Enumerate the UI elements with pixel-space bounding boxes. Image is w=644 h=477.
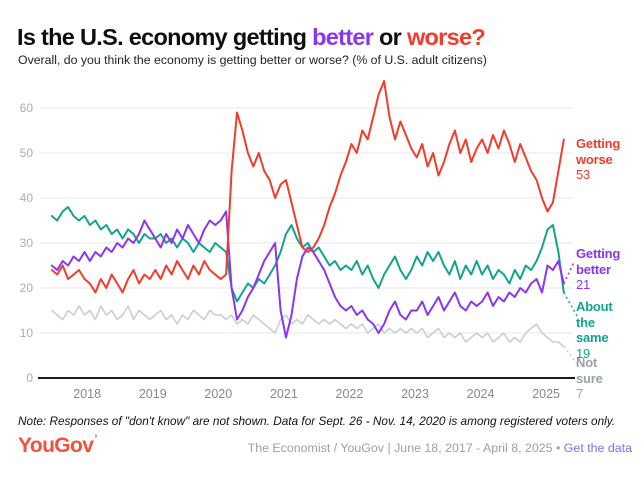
series-label-getting-better: Getting better 21 xyxy=(576,246,642,293)
series-label-line: sure xyxy=(576,370,603,386)
yougov-logo: YouGov’ xyxy=(18,433,98,458)
series-label-line: worse xyxy=(576,151,613,167)
series-label-line: Getting xyxy=(576,246,621,261)
series-label-line: the xyxy=(576,314,595,330)
page-title: Is the U.S. economy getting better or wo… xyxy=(17,23,486,51)
x-tick-label: 2023 xyxy=(401,387,429,401)
footnote: Note: Responses of "don't know" are not … xyxy=(18,414,616,428)
series-line-2 xyxy=(50,206,565,303)
title-better-highlight: better xyxy=(312,23,374,50)
get-the-data-link[interactable]: Get the data xyxy=(563,441,632,455)
x-tick-label: 2019 xyxy=(139,387,167,401)
series-label-line: About xyxy=(576,299,613,314)
y-tick-label: 30 xyxy=(20,236,34,250)
series-label-line: same xyxy=(576,330,609,345)
series-label-about-the-same: About the same 19 xyxy=(576,299,642,361)
y-tick-label: 20 xyxy=(20,281,34,295)
credit-bullet: • xyxy=(556,441,561,455)
title-worse-highlight: worse? xyxy=(406,23,486,50)
series-line-0 xyxy=(50,80,565,294)
x-tick-label: 2021 xyxy=(270,387,298,401)
series-label-getting-worse: Getting worse 53 xyxy=(576,136,642,183)
series-label-line: better xyxy=(576,261,611,277)
x-tick-label: 2022 xyxy=(336,387,364,401)
credit-text: The Economist / YouGov | June 18, 2017 -… xyxy=(247,441,553,455)
title-text-2: or xyxy=(373,23,407,50)
leader-line-1 xyxy=(563,261,575,284)
yougov-logo-mark: ’ xyxy=(94,433,97,445)
title-text-1: Is the U.S. economy getting xyxy=(17,23,313,50)
y-tick-label: 50 xyxy=(20,146,34,160)
x-tick-label: 2024 xyxy=(467,387,495,401)
x-tick-label: 2018 xyxy=(73,387,101,401)
source-credit: The Economist / YouGov | June 18, 2017 -… xyxy=(248,441,632,455)
y-tick-label: 10 xyxy=(20,326,34,340)
series-end-value: 21 xyxy=(576,277,591,292)
series-end-value: 53 xyxy=(576,167,591,182)
series-label-line: Not xyxy=(576,355,598,370)
series-label-line: Getting xyxy=(576,136,621,151)
y-tick-label: 40 xyxy=(20,191,34,205)
y-tick-label: 60 xyxy=(20,101,34,115)
yougov-logo-text: YouGov xyxy=(18,434,94,457)
y-tick-label: 0 xyxy=(26,371,33,385)
series-end-value: 7 xyxy=(576,386,584,401)
series-line-3 xyxy=(50,305,565,348)
series-end-value: 19 xyxy=(576,345,591,361)
chart-subtitle: Overall, do you think the economy is get… xyxy=(18,53,487,67)
x-tick-label: 2025 xyxy=(532,387,560,401)
series-label-not-sure: Not sure 7 xyxy=(576,355,642,402)
x-tick-label: 2020 xyxy=(204,387,232,401)
series-line-1 xyxy=(50,210,565,339)
